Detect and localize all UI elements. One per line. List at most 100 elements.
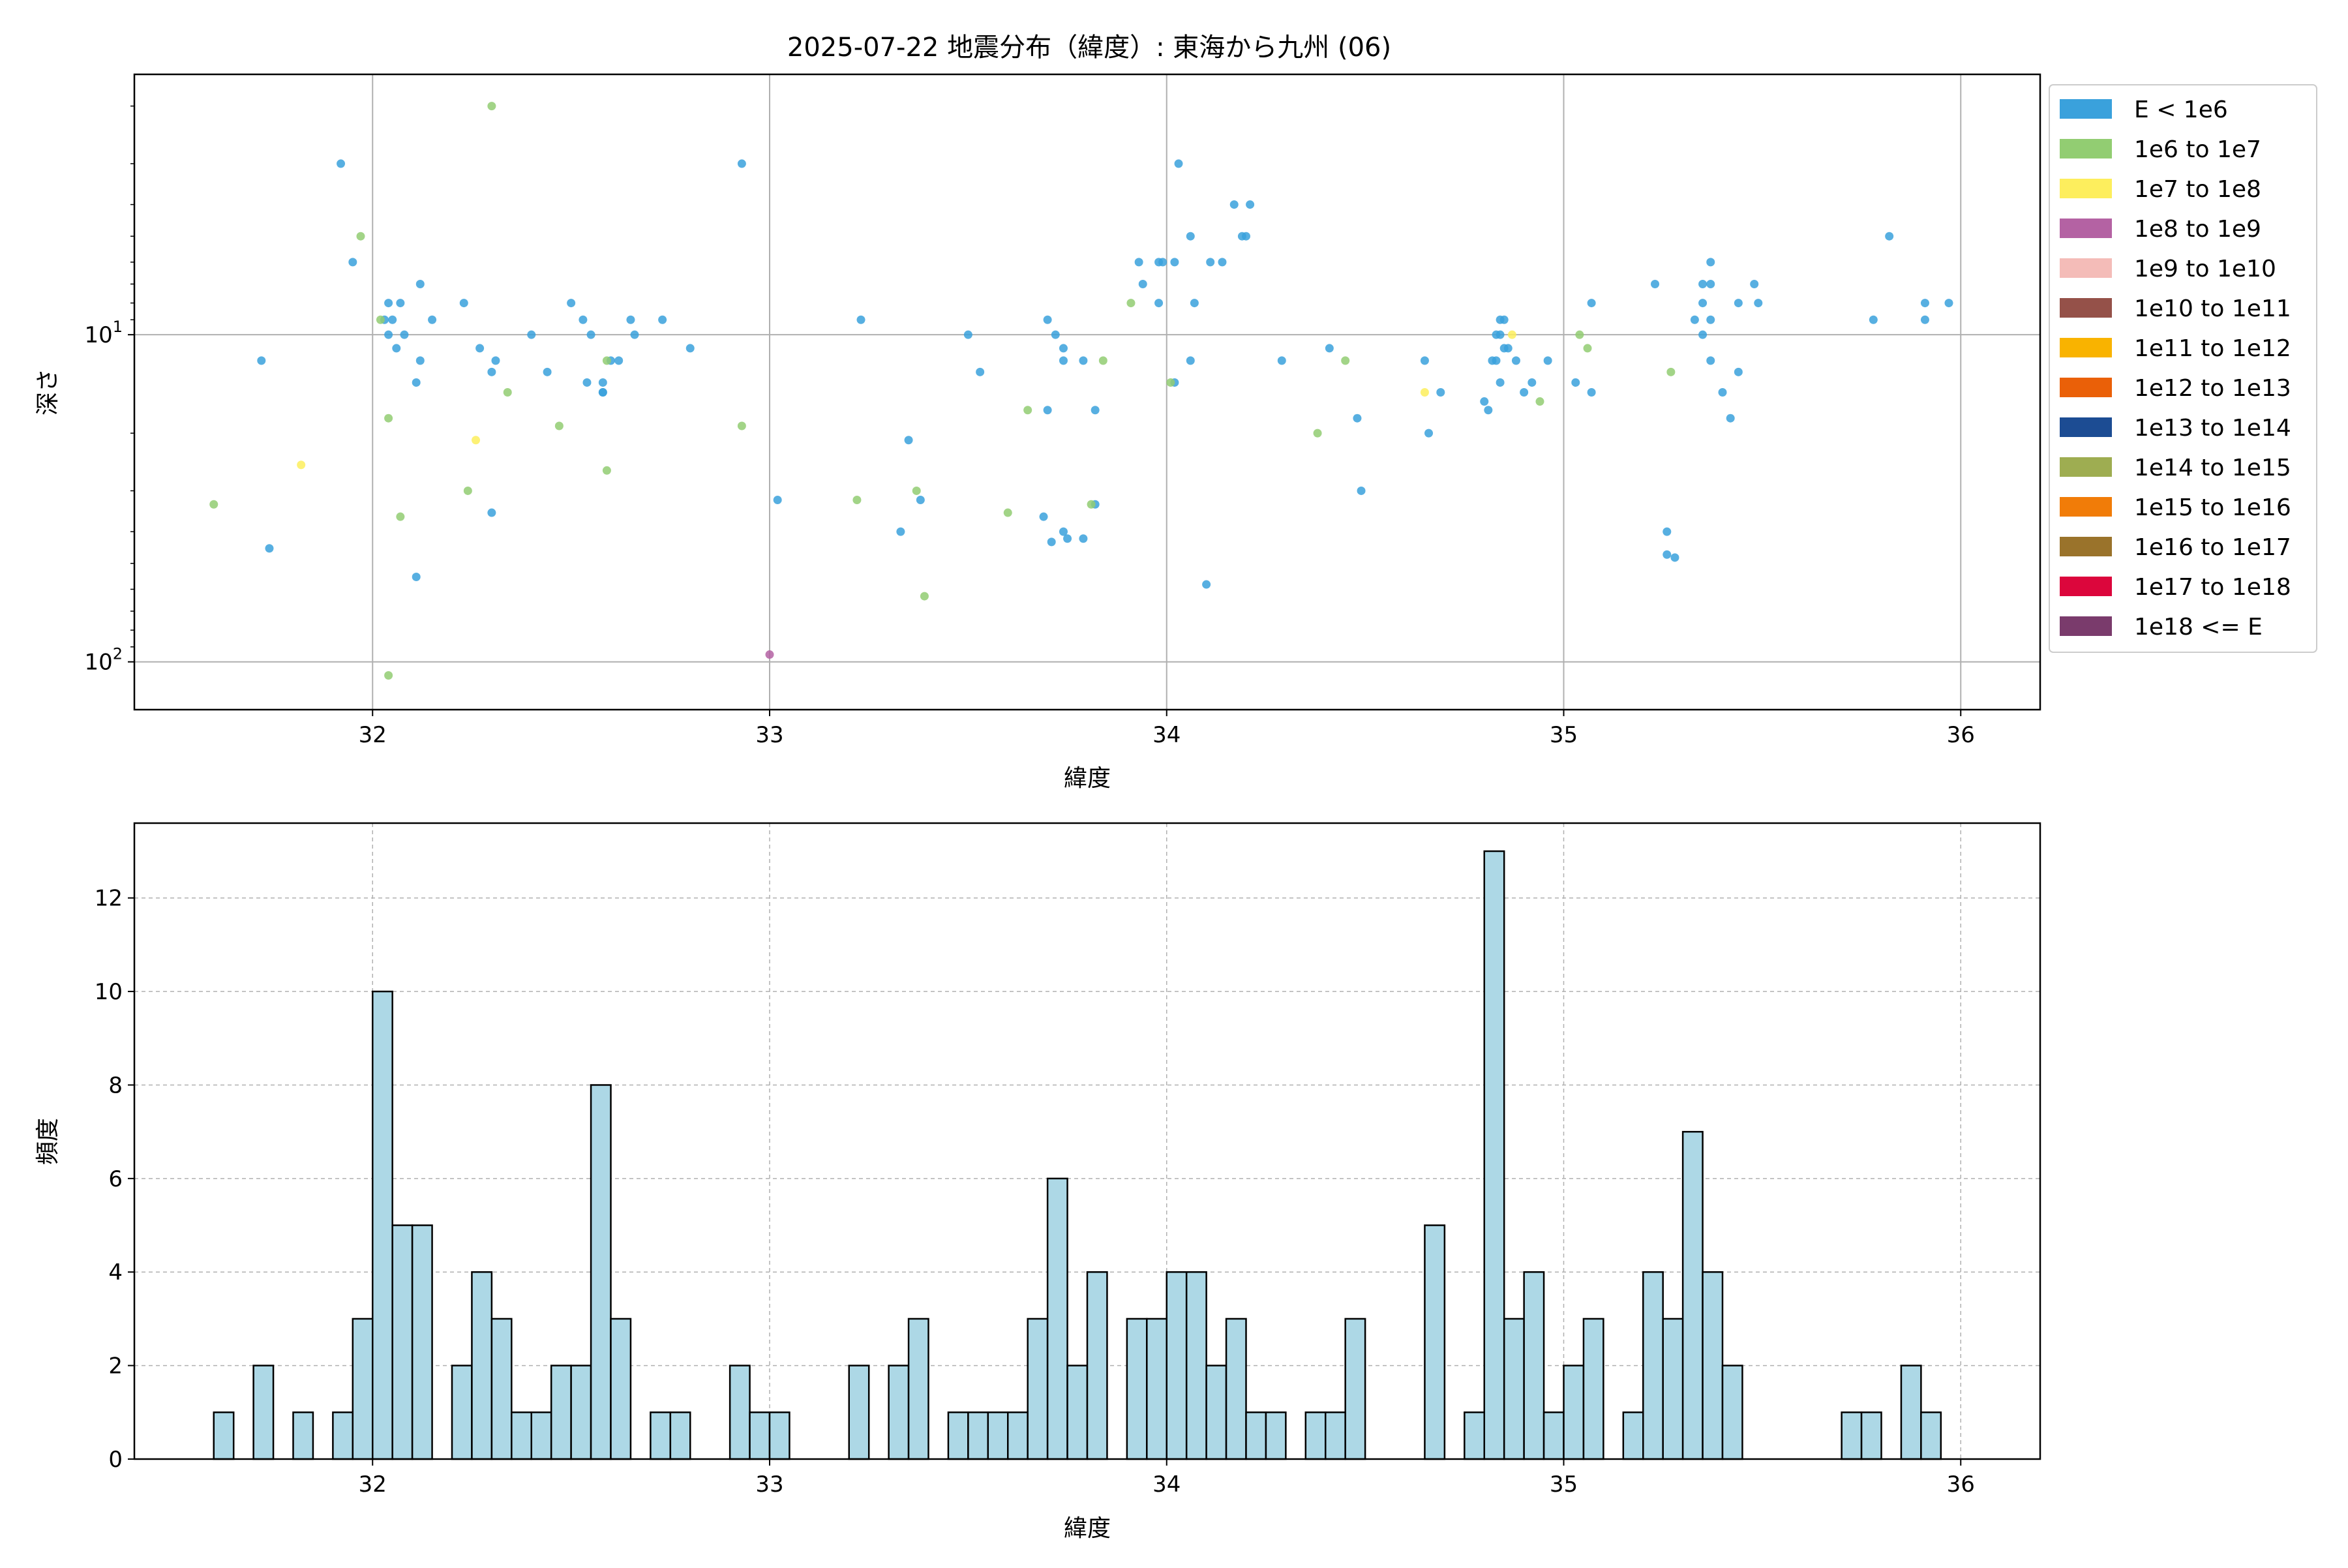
scatter-point	[1424, 429, 1434, 438]
histogram-bar	[1245, 1411, 1267, 1460]
legend-swatch	[2060, 417, 2112, 437]
scatter-point	[1436, 387, 1445, 397]
histogram-bar	[490, 1318, 513, 1460]
histogram-bar	[391, 1224, 414, 1460]
histogram-bar	[1225, 1318, 1247, 1460]
scatter-point	[1726, 414, 1735, 423]
scatter-point	[852, 496, 862, 505]
histogram-bar	[1702, 1271, 1724, 1460]
histogram-bar	[570, 1364, 592, 1460]
scatter-point	[1059, 344, 1068, 353]
scatter-point	[658, 315, 667, 324]
scatter-point	[614, 356, 624, 365]
histogram-bar	[1185, 1271, 1207, 1460]
scatter-point	[567, 299, 576, 308]
scatter-point	[1420, 356, 1429, 365]
histogram-bar	[1265, 1411, 1287, 1460]
histogram-bar	[590, 1084, 612, 1460]
histogram-bar	[511, 1411, 532, 1460]
scatter-point	[1754, 299, 1763, 308]
histogram-bar	[332, 1411, 354, 1460]
scatter-point	[685, 344, 695, 353]
histogram-x-tick-label: 32	[359, 1471, 387, 1498]
histogram-bar	[987, 1411, 1009, 1460]
histogram-bar	[1086, 1271, 1108, 1460]
scatter-point	[1357, 486, 1366, 495]
histogram-y-tick-label: 10	[95, 979, 123, 1005]
scatter-point	[1663, 550, 1672, 559]
histogram-y-tick-label: 12	[95, 886, 123, 912]
scatter-point	[1651, 279, 1660, 288]
histogram-bar	[1681, 1130, 1704, 1460]
scatter-point	[737, 421, 746, 430]
scatter-point	[1246, 200, 1255, 209]
histogram-y-tick-label: 0	[108, 1447, 123, 1473]
scatter-grid	[134, 74, 2040, 710]
scatter-point	[856, 315, 865, 324]
scatter-point	[1499, 315, 1509, 324]
scatter-point	[1202, 580, 1211, 589]
scatter-point	[1690, 315, 1699, 324]
scatter-points	[209, 102, 1953, 680]
histogram-y-tick-label: 2	[108, 1353, 123, 1380]
legend-swatch	[2060, 577, 2112, 596]
histogram-bar	[451, 1364, 473, 1460]
histogram-x-tick-label: 33	[755, 1471, 783, 1498]
scatter-point	[459, 299, 468, 308]
scatter-point	[1520, 387, 1529, 397]
scatter-point	[1186, 232, 1195, 241]
scatter-x-tick-label: 34	[1152, 722, 1181, 748]
legend-label: 1e15 to 1e16	[2134, 494, 2291, 521]
scatter-point	[472, 436, 481, 445]
scatter-point	[487, 508, 496, 517]
histogram-bar	[1126, 1318, 1148, 1460]
scatter-point	[348, 258, 357, 267]
scatter-point	[1059, 356, 1068, 365]
histogram-bar	[1841, 1411, 1863, 1460]
legend-swatch	[2060, 139, 2112, 158]
scatter-point	[1313, 429, 1322, 438]
scatter-point	[388, 315, 397, 324]
histogram-bar	[1622, 1411, 1644, 1460]
scatter-point	[1170, 258, 1179, 267]
scatter-point	[1051, 330, 1060, 339]
scatter-point	[920, 592, 929, 601]
scatter-point	[1098, 356, 1107, 365]
scatter-point	[1496, 330, 1505, 339]
legend-label: 1e16 to 1e17	[2134, 534, 2291, 561]
scatter-point	[209, 500, 218, 509]
histogram-bar	[1483, 850, 1505, 1460]
scatter-point	[1503, 344, 1513, 353]
histogram-bar	[1146, 1318, 1167, 1460]
histogram-bar	[530, 1411, 552, 1460]
scatter-point	[1063, 534, 1072, 543]
scatter-point	[1325, 344, 1334, 353]
histogram-bar	[1582, 1318, 1604, 1460]
scatter-y-label: 深さ	[35, 369, 61, 415]
scatter-point	[630, 330, 639, 339]
scatter-point	[737, 159, 746, 168]
histogram-x-tick-label: 34	[1152, 1471, 1181, 1498]
scatter-point	[463, 486, 472, 495]
scatter-point	[1420, 387, 1429, 397]
legend-label: 1e18 <= E	[2134, 614, 2263, 641]
histogram-x-label: 緯度	[1064, 1515, 1111, 1542]
scatter-point	[1698, 330, 1708, 339]
scatter-point	[1718, 387, 1727, 397]
scatter-point	[1734, 299, 1743, 308]
scatter-point	[527, 330, 536, 339]
legend-label: 1e10 to 1e11	[2134, 295, 2291, 322]
scatter-point	[1750, 279, 1759, 288]
scatter-point	[598, 378, 607, 387]
scatter-point	[1663, 527, 1672, 536]
legend-label: 1e9 to 1e10	[2134, 256, 2276, 282]
legend-label: 1e7 to 1e8	[2134, 176, 2261, 203]
scatter-point	[916, 496, 925, 505]
scatter-point	[1134, 258, 1143, 267]
histogram-bar	[213, 1411, 235, 1460]
scatter-y-tick-label: 102	[84, 645, 123, 676]
scatter-point	[1571, 378, 1580, 387]
histogram-bar	[1860, 1411, 1882, 1460]
histogram-bar	[1920, 1411, 1942, 1460]
scatter-point	[904, 436, 913, 445]
